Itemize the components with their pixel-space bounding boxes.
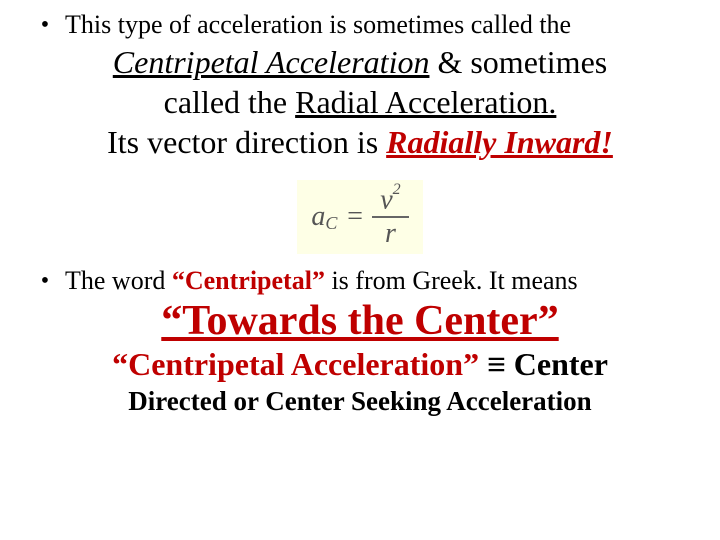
- bullet-1-lead: This type of acceleration is sometimes c…: [65, 10, 571, 40]
- lead-post: is from Greek. It means: [325, 266, 578, 295]
- radially-inward: Radially Inward!: [386, 124, 613, 160]
- formula-numerator: v2: [372, 186, 408, 218]
- formula-fraction: v2 r: [372, 186, 408, 248]
- center-word: Center: [506, 346, 608, 382]
- equiv-symbol: ≡: [487, 346, 506, 382]
- formula-exp: 2: [393, 181, 401, 198]
- bullet-1-body: Centripetal Acceleration & sometimes cal…: [25, 42, 695, 162]
- formula-container: aC = v2 r: [25, 180, 695, 254]
- towards-center: “Towards the Center”: [25, 298, 695, 344]
- bullet-1-row: • This type of acceleration is sometimes…: [25, 10, 695, 40]
- formula-sub-c: C: [325, 213, 337, 234]
- formula-a: a: [311, 201, 325, 233]
- centripetal-equiv-line: “Centripetal Acceleration” ≡ Center: [25, 344, 695, 384]
- called-the: called the: [164, 84, 295, 120]
- formula-v: v: [380, 184, 392, 215]
- bullet-dot-2: •: [25, 266, 65, 296]
- centripetal-accel-term: Centripetal Acceleration: [113, 44, 430, 80]
- bullet-2-lead: The word “Centripetal” is from Greek. It…: [65, 266, 578, 296]
- radial-accel-term: Radial Acceleration.: [295, 84, 556, 120]
- directed-line: Directed or Center Seeking Acceleration: [25, 384, 695, 418]
- formula-denominator: r: [385, 218, 396, 248]
- centripetal-quoted: “Centripetal”: [172, 266, 325, 295]
- formula-equals: =: [345, 201, 364, 233]
- lead-pre: The word: [65, 266, 172, 295]
- amp-sometimes: & sometimes: [429, 44, 607, 80]
- ca-phrase: “Centripetal Acceleration”: [112, 346, 487, 382]
- bullet-2-row: • The word “Centripetal” is from Greek. …: [25, 266, 695, 296]
- bullet-dot-1: •: [25, 10, 65, 40]
- vector-dir-pre: Its vector direction is: [107, 124, 386, 160]
- centripetal-formula: aC = v2 r: [297, 180, 422, 254]
